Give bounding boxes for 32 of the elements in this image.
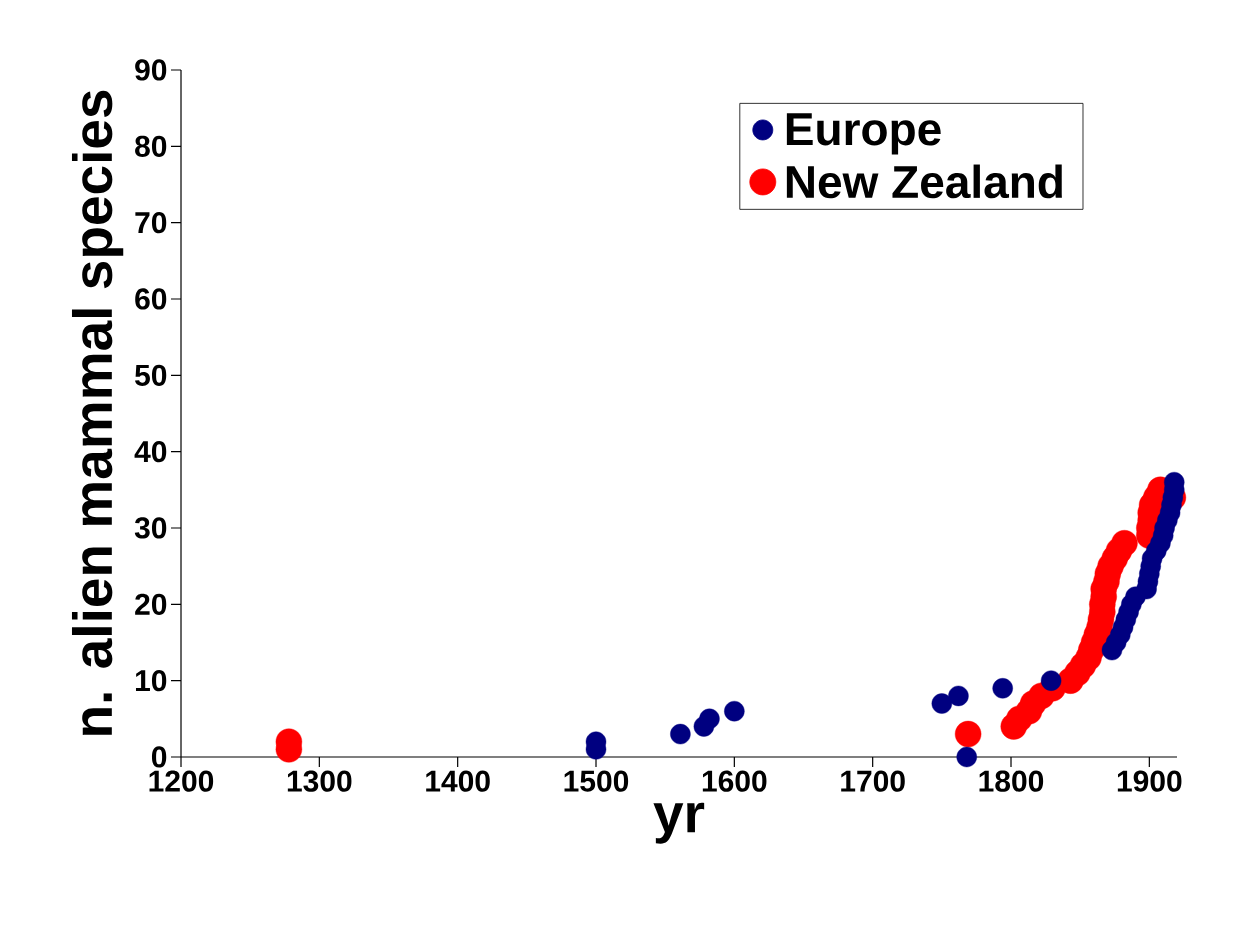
y-tick-label: 70 xyxy=(135,212,167,234)
y-tick-label: 30 xyxy=(134,517,167,539)
x-tick-label: 1300 xyxy=(287,770,352,792)
point xyxy=(699,708,720,730)
y-axis-title: n. alien mammal species xyxy=(71,90,124,735)
y-tick-label: 0 xyxy=(151,746,167,768)
x-tick-label: 1400 xyxy=(426,770,490,792)
point xyxy=(948,685,969,707)
y-tick-label: 90 xyxy=(135,59,167,81)
x-tick-label: 1600 xyxy=(702,770,767,792)
y-tick-label: 60 xyxy=(135,288,167,310)
x-tick-label: 1800 xyxy=(979,770,1044,792)
x-axis-title: yr xyxy=(653,802,705,844)
point xyxy=(670,723,691,745)
point xyxy=(1040,670,1062,691)
point xyxy=(992,678,1013,699)
x-tick-label: 1200 xyxy=(149,770,214,792)
point xyxy=(1111,530,1138,557)
y-tick-label: 10 xyxy=(135,670,167,692)
x-tick-label: 1700 xyxy=(841,770,905,792)
point xyxy=(956,746,977,768)
x-tick-label: 1900 xyxy=(1117,770,1182,792)
y-tick-label: 40 xyxy=(134,441,167,463)
legend-label: Europe xyxy=(786,113,941,155)
y-tick-label: 80 xyxy=(135,135,167,157)
point xyxy=(954,720,982,748)
x-tick-label: 1500 xyxy=(564,770,629,792)
point xyxy=(931,693,953,714)
y-tick-label: 50 xyxy=(135,364,167,386)
legend-label: New Zealand xyxy=(786,164,1062,199)
y-tick-label: 20 xyxy=(135,593,167,615)
point xyxy=(724,700,745,722)
